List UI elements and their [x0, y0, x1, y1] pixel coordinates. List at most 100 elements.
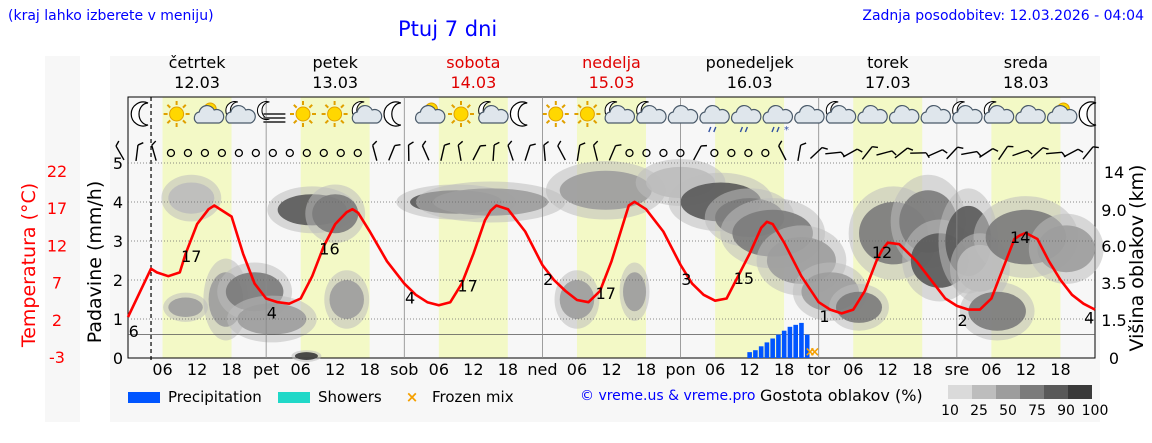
precip-bar	[770, 338, 775, 358]
precip-bar	[764, 342, 770, 358]
wind-barb	[946, 146, 964, 160]
wind-barb-flag	[480, 144, 487, 147]
wind-barb-flag	[151, 140, 157, 146]
credit-link[interactable]: © vreme.us & vreme.pro	[580, 388, 756, 404]
wind-barb-staff	[961, 150, 978, 156]
wind-barb-flag	[821, 146, 828, 150]
x-tick-label: 12	[325, 360, 345, 379]
cloud-height-axis-label: Višina oblakov (km)	[1126, 165, 1148, 352]
cloud-blob	[433, 188, 549, 216]
legend-frozen: × Frozen mix	[402, 388, 514, 406]
wind-barb-staff	[592, 145, 599, 161]
wind-barb-staff	[1063, 148, 1079, 158]
temperature-label: 15	[734, 269, 754, 288]
x-tick-label: 06	[705, 360, 725, 379]
wind-barb-flag	[372, 140, 378, 146]
wind-barb-staff	[608, 145, 617, 161]
precip-bar	[747, 352, 752, 358]
wind-calm	[200, 148, 210, 158]
rain-drop	[739, 126, 744, 133]
wind-barb-flag	[907, 147, 914, 151]
sun-disk	[579, 106, 595, 122]
sun-ray	[545, 104, 551, 109]
sun-icon	[290, 101, 316, 127]
wind-barb-staff	[1012, 149, 1028, 157]
wind-barb-flag	[137, 142, 144, 146]
x-tick-label: 06	[152, 360, 172, 379]
temp-axis-label: Temperatura (°C)	[18, 183, 40, 348]
wind-barb-staff	[440, 145, 446, 161]
wind-barb	[861, 146, 879, 160]
precip-bar	[758, 346, 764, 358]
x-tick-label: 06	[429, 360, 449, 379]
x-tick-label: 18	[360, 360, 380, 379]
wind-barb-staff	[1046, 151, 1063, 155]
wind-barb-flag	[394, 143, 401, 147]
x-tick-label: ned	[527, 360, 557, 379]
last-updated: Zadnja posodobitev: 12.03.2026 - 04:04	[862, 8, 1144, 24]
cloud-shape	[952, 104, 983, 124]
sun-ray	[451, 104, 456, 109]
day-name: sreda	[1004, 53, 1048, 72]
wind-calm	[710, 148, 719, 158]
region-hint[interactable]: (kraj lahko izberete v meniju)	[8, 8, 214, 24]
density-swatch	[948, 385, 972, 399]
page-title: Ptuj 7 dni	[398, 17, 498, 41]
wind-barb-flag	[529, 143, 536, 147]
cloud-shape	[414, 104, 446, 124]
cloud-blob	[237, 303, 307, 335]
moon-fog-icon	[256, 101, 286, 123]
cloud-height-tick: 9.0	[1101, 201, 1126, 220]
sun-ray	[545, 119, 551, 124]
sun-ray	[577, 104, 582, 109]
wind-barb-flag	[976, 151, 982, 157]
wind-barb	[797, 142, 807, 162]
wind-barb	[998, 145, 1014, 161]
temperature-label: 1	[819, 307, 829, 326]
wind-barb-staff	[979, 148, 994, 158]
x-tick-label: 18	[498, 360, 518, 379]
sun-ray	[593, 119, 598, 124]
moon-icon	[130, 101, 149, 127]
legend-precipitation-label: Precipitation	[168, 388, 262, 406]
temperature-label: 4	[267, 303, 277, 322]
wind-barb-flag	[615, 144, 622, 147]
moon-shape	[256, 101, 270, 120]
wind-calm	[676, 148, 685, 158]
wind-barb-staff	[492, 144, 495, 162]
cloud-moon-icon	[604, 101, 636, 124]
wind-barb-flag	[593, 140, 599, 146]
x-tick-label: 18	[912, 360, 932, 379]
wind-calm	[183, 148, 193, 158]
wind-barb-staff	[388, 145, 396, 161]
sun-ray	[561, 104, 566, 109]
temperature-label: 3	[681, 270, 691, 289]
wind-barb	[576, 142, 586, 162]
legend-showers: Showers	[278, 388, 382, 406]
frozen-mix-mark: ×	[805, 345, 816, 360]
temp-tick: 12	[47, 236, 67, 255]
sun-icon	[448, 101, 474, 127]
wind-barb-staff	[115, 145, 125, 161]
wind-barb	[809, 146, 828, 159]
cloud-blob	[1037, 225, 1095, 273]
day-date: 12.03	[174, 73, 220, 92]
cloud-height-tick: 1.5	[1101, 311, 1126, 330]
rain-drop	[771, 126, 775, 133]
wind-calm	[285, 148, 294, 158]
cloud-blob	[312, 194, 359, 234]
wind-barb-flag	[942, 149, 948, 154]
cloud-moon-icon	[952, 101, 983, 124]
wind-barb	[421, 140, 430, 161]
day-name: nedelja	[582, 53, 641, 72]
x-tick-label: 18	[636, 360, 656, 379]
moon-icon	[509, 101, 528, 127]
wind-barb	[894, 147, 914, 159]
cloud-moon-icon	[225, 101, 256, 124]
x-tick-label: tor	[807, 360, 830, 379]
day-band	[438, 97, 508, 358]
temperature-label: 4	[405, 289, 415, 308]
sun-ray	[182, 119, 187, 124]
temperature-label: 17	[181, 247, 201, 266]
wind-barb-flag	[115, 140, 120, 147]
